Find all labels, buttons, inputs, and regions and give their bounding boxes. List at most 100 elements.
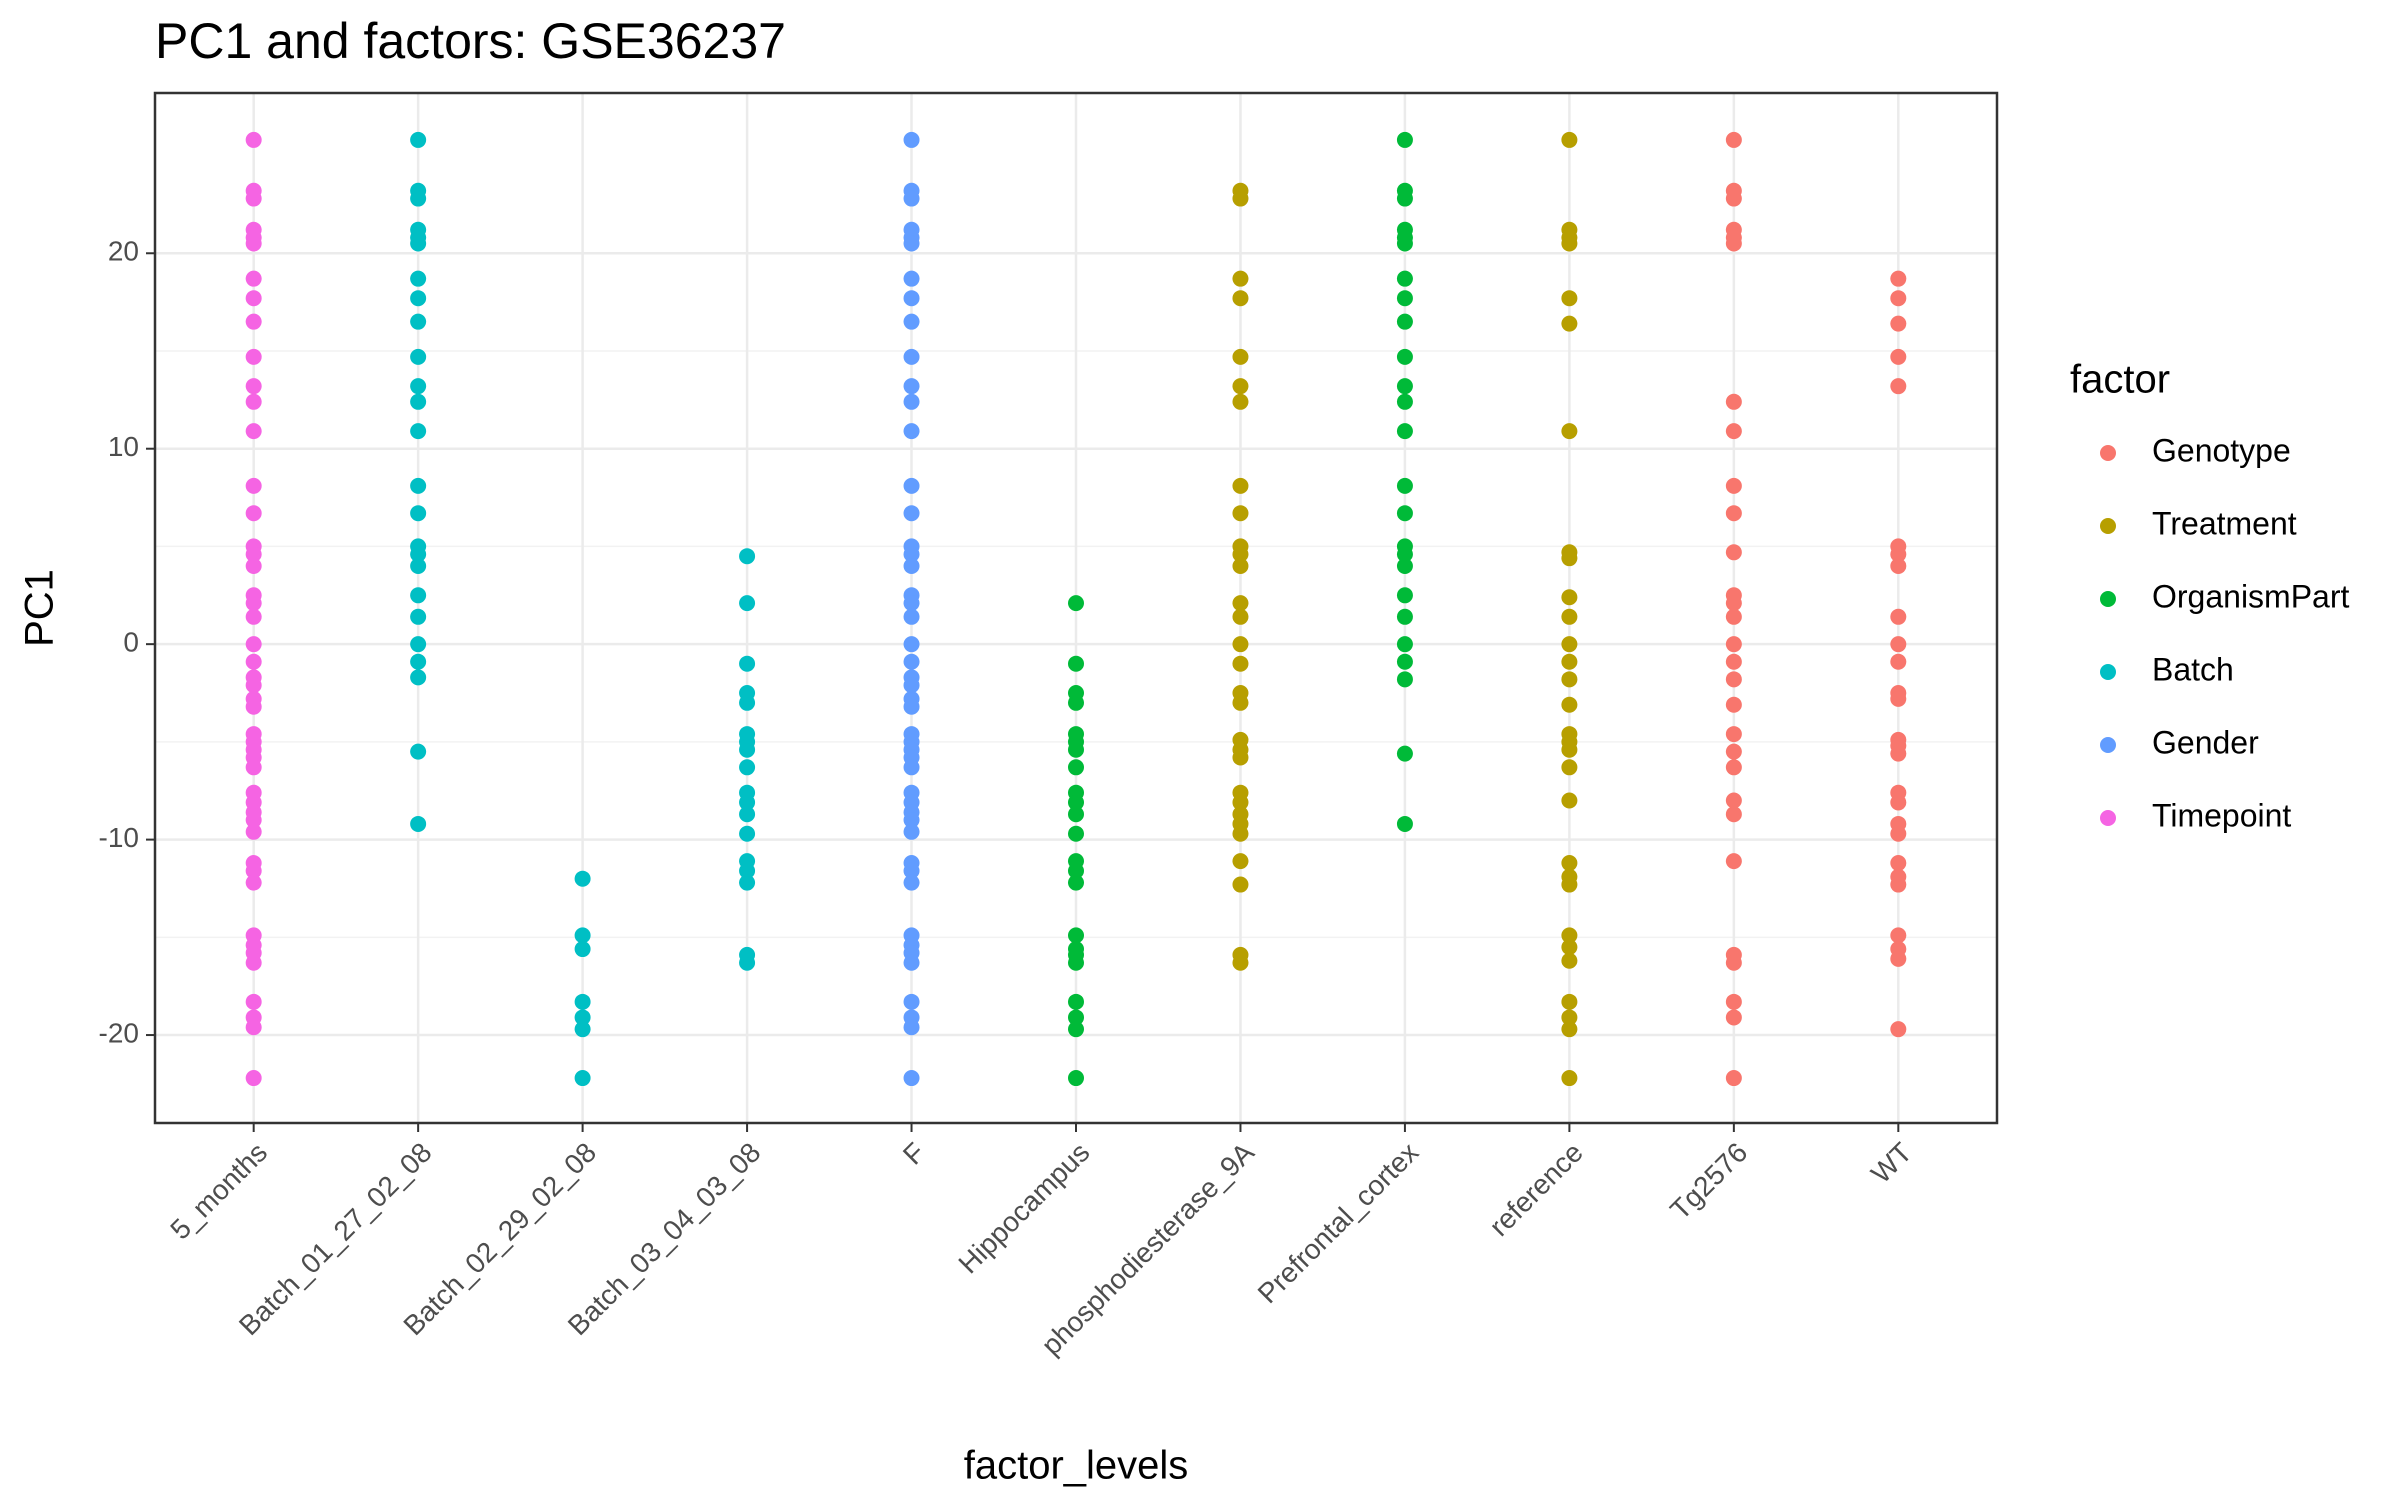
point [739, 548, 756, 565]
point [574, 927, 591, 944]
point [1890, 855, 1907, 872]
y-tick-label: -10 [99, 822, 139, 853]
point [1068, 1070, 1084, 1087]
legend-swatch [2100, 518, 2116, 534]
point [1396, 190, 1413, 207]
point [245, 608, 262, 625]
point [1890, 546, 1907, 563]
point [1396, 348, 1413, 365]
point [1725, 190, 1742, 207]
point [1396, 423, 1413, 440]
point [1725, 477, 1742, 494]
point [903, 1070, 920, 1087]
point [410, 190, 427, 207]
legend-label: OrganismPart [2152, 578, 2350, 614]
point [739, 694, 756, 711]
point [1232, 477, 1249, 494]
chart-title: PC1 and factors: GSE36237 [155, 13, 786, 69]
point [1890, 745, 1907, 762]
point [574, 1009, 591, 1026]
point [410, 235, 427, 252]
point [1725, 653, 1742, 670]
point [245, 653, 262, 670]
point [1561, 1070, 1578, 1087]
point [1561, 423, 1578, 440]
point [1561, 608, 1578, 625]
point [1561, 1021, 1578, 1038]
y-tick-label: 10 [108, 431, 139, 462]
point [1068, 655, 1084, 672]
point [1561, 131, 1578, 148]
point [245, 131, 262, 148]
point [1725, 853, 1742, 870]
point [245, 423, 262, 440]
point [1396, 653, 1413, 670]
point [1232, 876, 1249, 893]
point [1561, 939, 1578, 956]
points [245, 131, 1907, 1087]
point [1561, 876, 1578, 893]
point [1232, 393, 1249, 410]
point [1890, 794, 1907, 811]
point [1068, 1021, 1084, 1038]
point [1232, 853, 1249, 870]
point [1561, 589, 1578, 606]
point [1396, 477, 1413, 494]
point [1396, 270, 1413, 287]
point [1232, 546, 1249, 563]
point [1561, 993, 1578, 1010]
point [410, 313, 427, 330]
point [1068, 954, 1084, 971]
point [1561, 1009, 1578, 1026]
point [903, 348, 920, 365]
point [1725, 696, 1742, 713]
point [903, 290, 920, 307]
point [1890, 290, 1907, 307]
point [1561, 952, 1578, 969]
legend-swatch [2100, 737, 2116, 753]
point [903, 595, 920, 612]
point [245, 235, 262, 252]
point [1068, 794, 1084, 811]
point [1232, 794, 1249, 811]
point [903, 393, 920, 410]
point [410, 348, 427, 365]
point [574, 941, 591, 958]
point [1232, 608, 1249, 625]
point [410, 636, 427, 653]
point [410, 477, 427, 494]
point [245, 862, 262, 879]
point [1232, 636, 1249, 653]
point [903, 1019, 920, 1036]
point [410, 505, 427, 522]
point [903, 823, 920, 840]
point [245, 348, 262, 365]
point [574, 993, 591, 1010]
point [903, 235, 920, 252]
point [1068, 806, 1084, 823]
point [903, 608, 920, 625]
point [903, 423, 920, 440]
point [1890, 690, 1907, 707]
point [1068, 694, 1084, 711]
point [1725, 595, 1742, 612]
point [903, 505, 920, 522]
point [1561, 792, 1578, 809]
point [1725, 743, 1742, 760]
point [1725, 726, 1742, 743]
point [1068, 759, 1084, 776]
point [1232, 505, 1249, 522]
point [1890, 1021, 1907, 1038]
point [1232, 825, 1249, 842]
point [1890, 270, 1907, 287]
point [1396, 636, 1413, 653]
x-axis-title: factor_levels [964, 1444, 1189, 1488]
point [245, 505, 262, 522]
point [410, 557, 427, 574]
point [1890, 378, 1907, 395]
point [1890, 608, 1907, 625]
point [903, 677, 920, 694]
point [410, 423, 427, 440]
point [1068, 862, 1084, 879]
